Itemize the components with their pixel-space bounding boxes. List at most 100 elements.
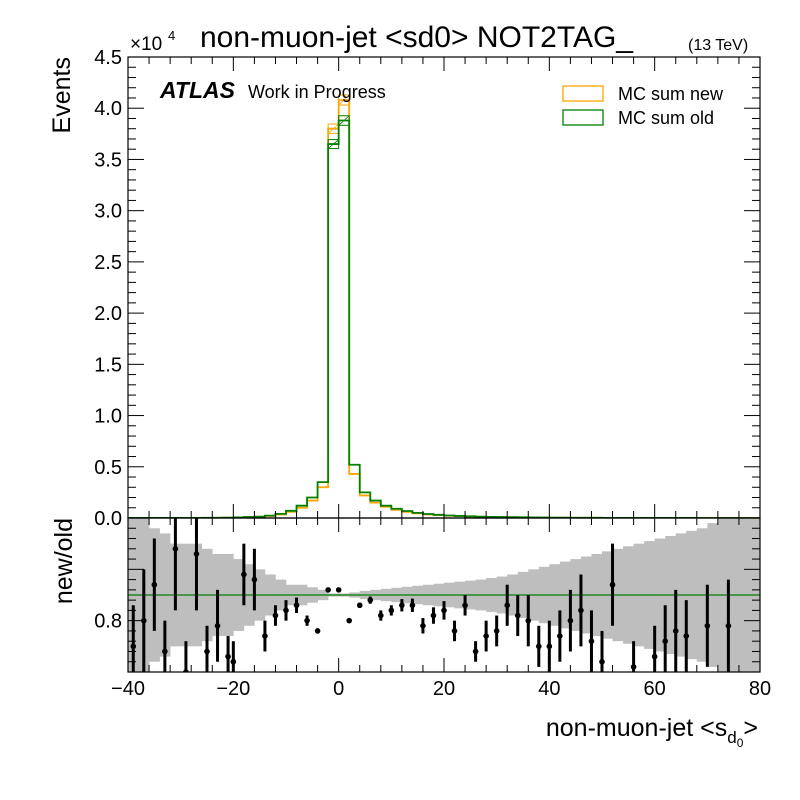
legend-label-old: MC sum old	[618, 108, 714, 128]
ratio-point	[672, 628, 679, 634]
axis-ticks	[127, 56, 761, 673]
x-axis-label-subscript: d	[727, 728, 736, 747]
ratio-point	[483, 633, 489, 639]
ratio-point	[546, 643, 553, 650]
histogram-error-hatch	[338, 115, 350, 126]
ratio-point	[262, 633, 268, 639]
ratio-point	[599, 658, 605, 665]
chart-title-energy: (13 TeV)	[688, 37, 748, 54]
y-tick-label: 4.5	[94, 47, 122, 69]
legend-swatch-old	[562, 109, 604, 126]
ratio-point	[204, 648, 210, 655]
histogram-error-box	[327, 139, 340, 150]
x-tick-label: −40	[111, 678, 145, 700]
histogram-error-box	[338, 115, 350, 126]
y-tick-label: 1.5	[94, 354, 122, 376]
y-multiplier: ×10	[130, 34, 162, 55]
ratio-point	[356, 602, 363, 609]
ratio-point	[662, 638, 668, 644]
ratio-point	[536, 643, 542, 650]
histogram-line-old	[128, 119, 760, 518]
ratio-point	[183, 669, 189, 672]
ratio-point	[293, 602, 300, 609]
ratio-point	[493, 628, 500, 634]
x-tick-label: 80	[749, 678, 771, 700]
ratio-point	[325, 587, 331, 593]
y-tick-label: 3.5	[94, 149, 122, 171]
legend-label-new: MC sum new	[618, 84, 724, 104]
ratio-point	[130, 643, 137, 650]
ratio-point	[525, 617, 532, 624]
ratio-point	[430, 612, 437, 619]
ratio-point	[683, 633, 690, 639]
x-tick-label: −20	[216, 678, 250, 700]
ratio-point	[304, 617, 310, 624]
ratio-point	[462, 602, 468, 609]
x-axis-label: non-muon-jet <sd0>	[546, 714, 758, 750]
legend-swatch-new	[562, 85, 604, 102]
ratio-point	[557, 633, 563, 639]
ratio-point	[609, 581, 616, 588]
histogram-error-hatch	[327, 123, 339, 134]
x-tick-label: 40	[538, 678, 560, 700]
ratio-point	[504, 602, 511, 609]
ratio-point	[151, 581, 158, 588]
x-tick-label: 20	[433, 678, 455, 700]
y-axis-label: Events	[48, 57, 76, 133]
x-tick-label: 60	[644, 678, 666, 700]
y-tick-label: 3.0	[94, 201, 122, 223]
ratio-point	[651, 653, 658, 660]
ratio-point	[399, 602, 405, 609]
ratio-point	[193, 551, 200, 557]
y-tick-label: 0.0	[94, 508, 122, 530]
ratio-point	[162, 648, 168, 655]
legend: MC sum new MC sum old	[562, 84, 724, 128]
ratio-point	[378, 612, 384, 619]
atlas-sublabel: Work in Progress	[248, 82, 386, 102]
ratio-point	[725, 623, 732, 629]
y-tick-label: 1.0	[94, 406, 122, 428]
y-tick-label: 4.0	[94, 98, 122, 120]
ratio-y-axis-label: new/old	[50, 518, 78, 604]
ratio-tick-label: 0.8	[94, 611, 122, 633]
x-axis-label-subsubscript: 0	[737, 736, 744, 750]
ratio-point	[704, 623, 711, 629]
x-tick-label: 0	[333, 678, 344, 700]
ratio-point	[283, 607, 289, 614]
ratio-point	[420, 623, 426, 629]
ratio-point	[272, 612, 279, 619]
ratio-point	[172, 546, 179, 552]
histogram-error-hatch	[327, 139, 339, 149]
ratio-point	[578, 607, 584, 614]
ratio-point	[225, 653, 231, 660]
ratio-point	[241, 571, 247, 578]
ratio-points	[130, 518, 732, 672]
ratio-point	[214, 623, 221, 629]
ratio-point	[388, 607, 395, 614]
ratio-point	[514, 612, 521, 619]
x-axis-label-close: >	[743, 714, 758, 742]
ratio-point	[251, 576, 258, 583]
y-tick-label: 2.0	[94, 303, 122, 325]
ratio-point	[588, 638, 595, 644]
ratio-point	[367, 597, 374, 603]
y-multiplier-exponent: 4	[168, 28, 175, 43]
histogram-series	[128, 94, 760, 518]
histogram-line-new	[128, 99, 760, 518]
histogram-error-box	[338, 94, 350, 106]
ratio-point	[451, 628, 458, 634]
axis-tick-labels: −40 −20 0 20 40 60 80 0.0 0.5 1.0 1.5 2.0 2.5 3.0 3.5 4…	[94, 47, 771, 700]
chart-title: non-muon-jet <sd0> NOT2TAG_	[200, 21, 634, 54]
x-axis-label-main: non-muon-jet <s	[546, 714, 727, 742]
ratio-point	[335, 587, 342, 593]
histogram-error-hatch	[338, 94, 350, 106]
ratio-point	[314, 628, 321, 634]
ratio-point	[472, 648, 479, 655]
ratio-point	[567, 617, 574, 624]
ratio-point	[441, 607, 447, 614]
y-tick-label: 0.5	[94, 457, 122, 479]
ratio-point	[346, 617, 353, 624]
ratio-point	[409, 602, 416, 609]
